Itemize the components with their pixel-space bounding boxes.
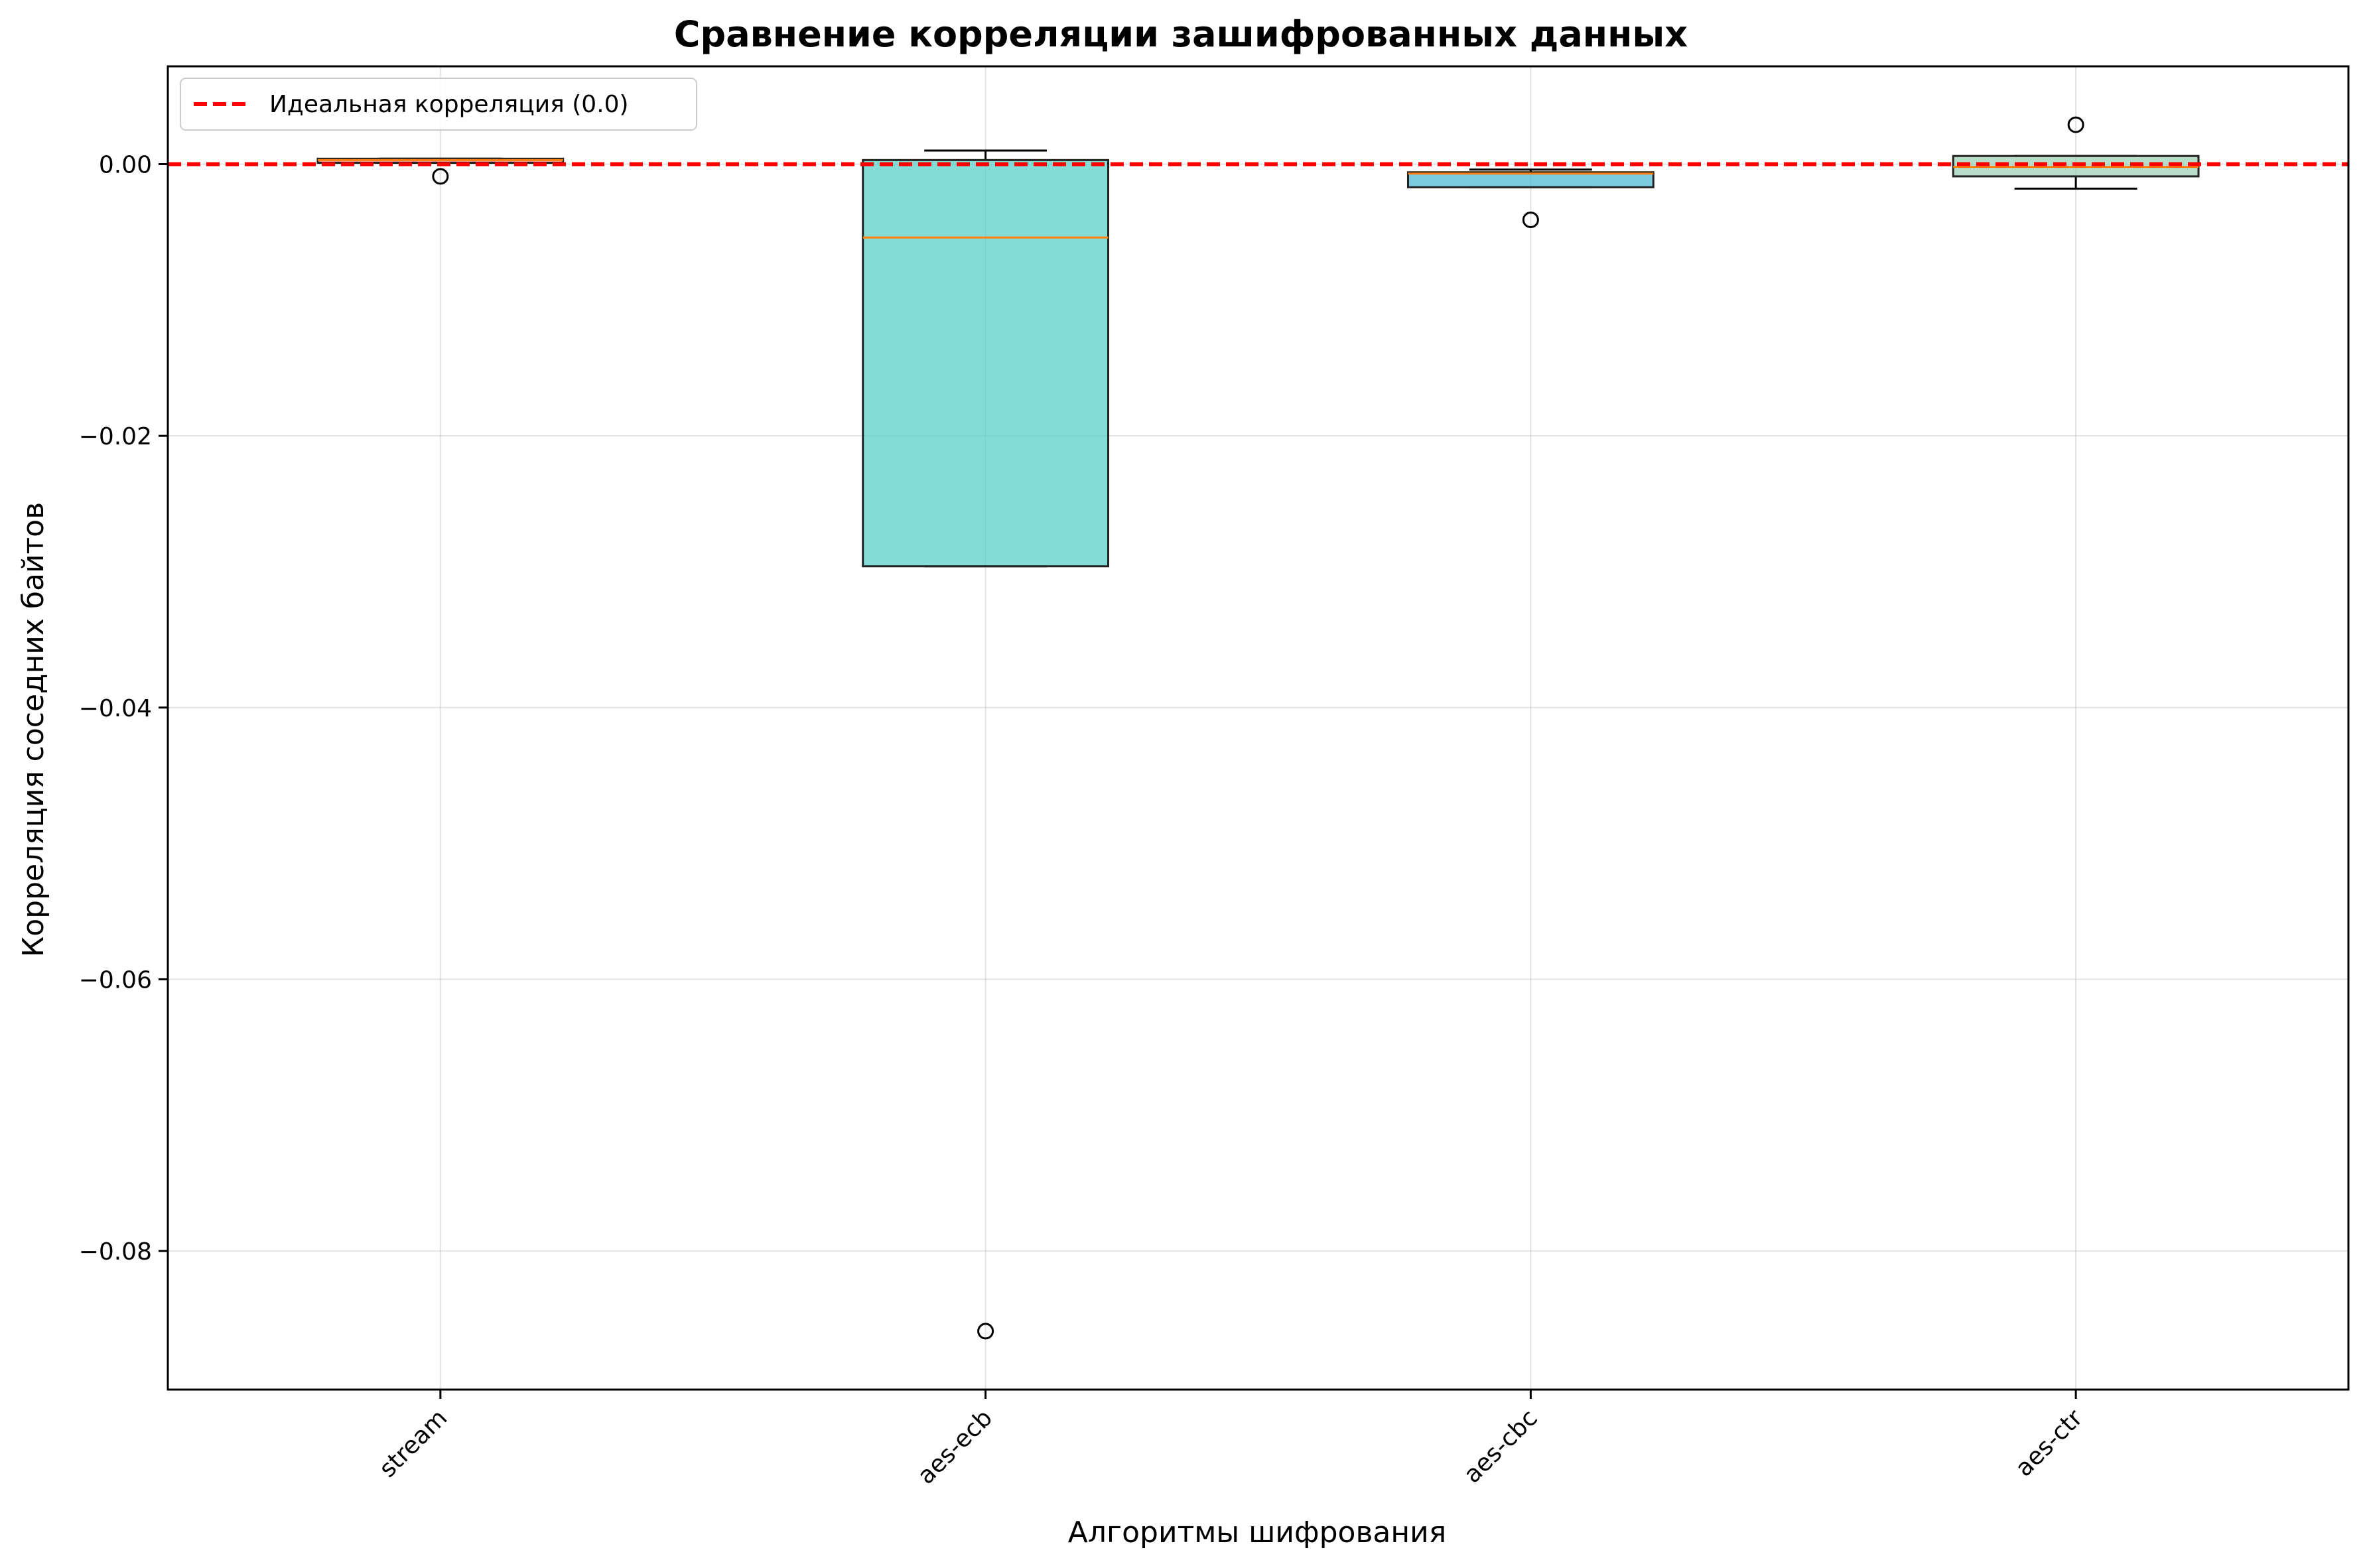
x-tick-label: stream — [374, 1404, 452, 1482]
grid-lines — [168, 66, 2348, 1390]
legend: Идеальная корреляция (0.0) — [180, 78, 697, 131]
y-tick-label: 0.00 — [99, 151, 152, 178]
plot-frame — [167, 65, 2350, 1391]
y-tick-label: −0.08 — [79, 1238, 152, 1266]
legend-label: Идеальная корреляция (0.0) — [269, 91, 629, 118]
y-tick-label: −0.06 — [79, 966, 152, 994]
outlier-point — [2067, 116, 2084, 133]
x-tick-label: aes-ecb — [912, 1404, 998, 1490]
x-tick-label: aes-cbc — [1459, 1404, 1543, 1488]
box-iqr — [1406, 171, 1655, 188]
box-group — [1406, 168, 1655, 228]
box-iqr — [862, 159, 1110, 568]
box-group — [862, 149, 1110, 1340]
y-axis-ticks: 0.00 −0.02 −0.04 −0.06 −0.08 — [79, 151, 168, 1266]
y-axis-label: Корреляция соседних байтов — [17, 502, 50, 957]
y-tick-label: −0.04 — [79, 695, 152, 722]
legend-box — [180, 78, 697, 131]
box-group — [1952, 116, 2200, 190]
outlier-point — [432, 168, 449, 185]
y-tick-label: −0.02 — [79, 423, 152, 450]
outlier-point — [1522, 211, 1539, 228]
x-axis-label: Алгоритмы шифрования — [1068, 1516, 1446, 1549]
chart-title: Сравнение корреляции зашифрованных данны… — [674, 13, 1688, 55]
outlier-point — [977, 1323, 994, 1340]
x-tick-label: aes-ctr — [2010, 1404, 2088, 1482]
x-axis-ticks: stream aes-ecb aes-cbc aes-ctr — [374, 1390, 2088, 1490]
box-plots — [316, 116, 2200, 1340]
